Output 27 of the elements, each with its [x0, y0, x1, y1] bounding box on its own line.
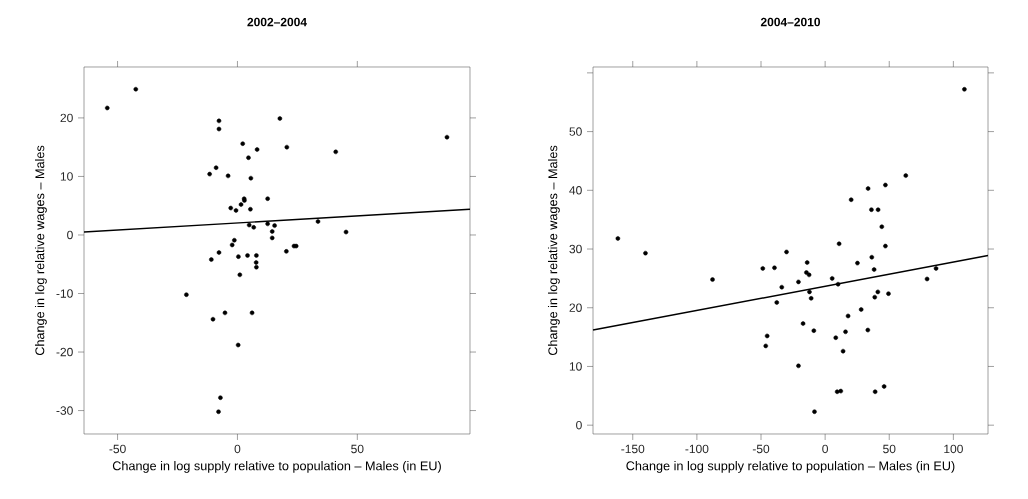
chart-title: 2004–2010: [760, 17, 821, 27]
y-tick-label: 0: [67, 230, 73, 240]
x-tick-label: -50: [109, 444, 126, 454]
chart-title: 2002–2004: [247, 17, 307, 27]
y-tick-label: 50: [569, 127, 582, 136]
x-tick-label: 0: [234, 444, 241, 454]
y-tick-label: 0: [576, 420, 582, 430]
y-tick-label: 10: [60, 172, 73, 181]
y-tick-label: 10: [569, 362, 582, 371]
x-tick-label: 50: [351, 444, 364, 454]
x-tick-label: 50: [883, 444, 896, 454]
y-axis-title: Change in log relative wages – Males: [547, 145, 560, 356]
y-tick-label: 20: [60, 113, 73, 123]
x-tick-label: -150: [621, 444, 645, 454]
x-tick-label: -100: [685, 444, 709, 454]
y-axis-title: Change in log relative wages – Males: [34, 145, 47, 356]
x-tick-label: 100: [944, 444, 963, 454]
x-tick-label: 0: [822, 444, 828, 454]
x-axis-title: Change in log supply relative to population – Males (in EU): [626, 461, 955, 473]
x-axis-title: Change in log supply relative to population – Males (in EU): [112, 461, 441, 473]
y-tick-label: -30: [56, 406, 73, 415]
y-tick-label: 20: [569, 303, 582, 312]
y-tick-label: 40: [569, 186, 582, 195]
y-tick-label: -20: [56, 347, 73, 357]
y-tick-label: -10: [56, 289, 73, 298]
y-tick-label: 30: [569, 244, 582, 254]
x-tick-label: -50: [752, 444, 770, 454]
